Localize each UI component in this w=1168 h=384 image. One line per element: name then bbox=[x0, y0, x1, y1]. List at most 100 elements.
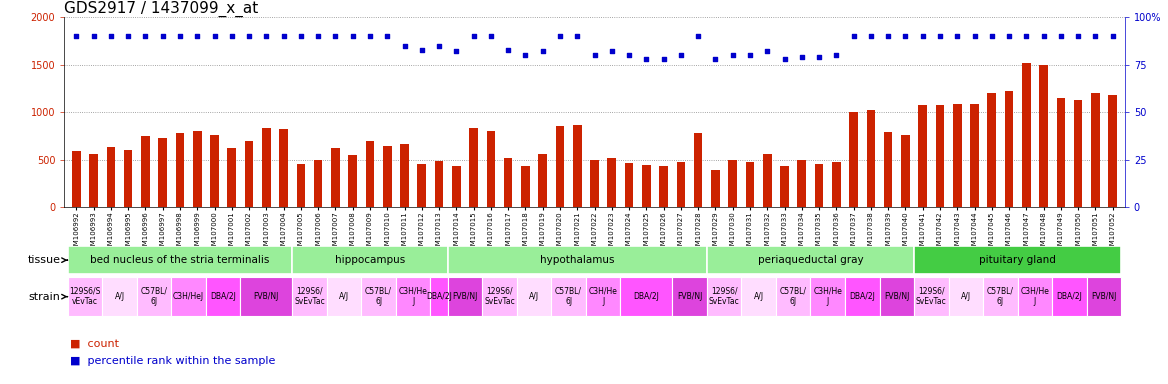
Point bbox=[844, 33, 863, 40]
Bar bbox=[867, 111, 875, 207]
Bar bbox=[729, 160, 737, 207]
Text: 129S6/S
vEvTac: 129S6/S vEvTac bbox=[69, 287, 100, 306]
Bar bbox=[193, 131, 202, 207]
Bar bbox=[487, 131, 495, 207]
Bar bbox=[849, 113, 858, 207]
Point bbox=[326, 33, 345, 40]
Bar bbox=[68, 247, 292, 274]
Text: FVB/NJ: FVB/NJ bbox=[676, 292, 702, 301]
Bar bbox=[434, 161, 444, 207]
Bar bbox=[707, 277, 742, 316]
Point bbox=[913, 33, 932, 40]
Bar bbox=[556, 126, 564, 207]
Text: A/J: A/J bbox=[753, 292, 764, 301]
Bar bbox=[401, 144, 409, 207]
Text: 129S6/
SvEvTac: 129S6/ SvEvTac bbox=[485, 287, 515, 306]
Bar bbox=[292, 277, 327, 316]
Point bbox=[119, 33, 138, 40]
Point bbox=[948, 33, 967, 40]
Bar bbox=[452, 167, 460, 207]
Text: A/J: A/J bbox=[961, 292, 971, 301]
Point bbox=[809, 54, 828, 60]
Point bbox=[620, 52, 639, 58]
Text: DBA/2J: DBA/2J bbox=[1057, 292, 1083, 301]
Point bbox=[603, 48, 621, 55]
Point bbox=[447, 48, 466, 55]
Text: 129S6/
SvEvTac: 129S6/ SvEvTac bbox=[294, 287, 325, 306]
Point bbox=[1000, 33, 1018, 40]
Bar bbox=[292, 247, 447, 274]
Point bbox=[982, 33, 1001, 40]
Bar bbox=[1004, 91, 1014, 207]
Point bbox=[878, 33, 897, 40]
Bar bbox=[417, 164, 426, 207]
Text: A/J: A/J bbox=[339, 292, 349, 301]
Point bbox=[137, 33, 155, 40]
Point bbox=[378, 33, 397, 40]
Point bbox=[637, 56, 655, 62]
Text: FVB/NJ: FVB/NJ bbox=[884, 292, 910, 301]
Bar bbox=[348, 155, 357, 207]
Bar bbox=[763, 154, 772, 207]
Text: GDS2917 / 1437099_x_at: GDS2917 / 1437099_x_at bbox=[64, 1, 258, 17]
Bar bbox=[776, 277, 811, 316]
Point bbox=[896, 33, 915, 40]
Bar bbox=[431, 277, 447, 316]
Text: C3H/He
J: C3H/He J bbox=[813, 287, 842, 306]
Point bbox=[499, 46, 517, 53]
Point bbox=[1034, 33, 1052, 40]
Point bbox=[1017, 33, 1036, 40]
Bar bbox=[482, 277, 516, 316]
Bar bbox=[815, 164, 823, 207]
Bar bbox=[297, 164, 305, 207]
Text: DBA/2J: DBA/2J bbox=[426, 292, 452, 301]
Bar bbox=[383, 146, 391, 207]
Text: hypothalamus: hypothalamus bbox=[540, 255, 614, 265]
Bar bbox=[361, 277, 396, 316]
Bar bbox=[172, 277, 206, 316]
Bar bbox=[590, 160, 599, 207]
Bar bbox=[141, 136, 150, 207]
Point bbox=[412, 46, 431, 53]
Point bbox=[239, 33, 258, 40]
Text: C57BL/
6J: C57BL/ 6J bbox=[366, 287, 392, 306]
Bar bbox=[106, 147, 116, 207]
Bar bbox=[884, 132, 892, 207]
Bar bbox=[573, 125, 582, 207]
Bar bbox=[314, 160, 322, 207]
Point bbox=[672, 52, 690, 58]
Point bbox=[707, 56, 725, 62]
Bar bbox=[538, 154, 547, 207]
Bar bbox=[503, 158, 513, 207]
Point bbox=[292, 33, 311, 40]
Point bbox=[862, 33, 881, 40]
Bar bbox=[366, 141, 374, 207]
Bar bbox=[586, 277, 620, 316]
Bar bbox=[103, 277, 137, 316]
Text: 129S6/
SvEvTac: 129S6/ SvEvTac bbox=[916, 287, 947, 306]
Point bbox=[741, 52, 759, 58]
Point bbox=[84, 33, 103, 40]
Bar bbox=[745, 162, 755, 207]
Point bbox=[171, 33, 189, 40]
Bar bbox=[844, 277, 880, 316]
Text: C57BL/
6J: C57BL/ 6J bbox=[555, 287, 582, 306]
Bar bbox=[659, 167, 668, 207]
Text: 129S6/
SvEvTac: 129S6/ SvEvTac bbox=[709, 287, 739, 306]
Bar bbox=[1052, 277, 1086, 316]
Text: C57BL/
6J: C57BL/ 6J bbox=[780, 287, 807, 306]
Bar bbox=[918, 105, 927, 207]
Text: A/J: A/J bbox=[529, 292, 540, 301]
Bar bbox=[780, 166, 788, 207]
Bar bbox=[901, 135, 910, 207]
Point bbox=[464, 33, 482, 40]
Bar bbox=[327, 277, 361, 316]
Bar bbox=[620, 277, 673, 316]
Bar bbox=[1017, 277, 1052, 316]
Point bbox=[188, 33, 207, 40]
Bar bbox=[1086, 277, 1121, 316]
Bar bbox=[447, 247, 707, 274]
Point bbox=[153, 33, 172, 40]
Text: FVB/NJ: FVB/NJ bbox=[253, 292, 279, 301]
Bar bbox=[971, 104, 979, 207]
